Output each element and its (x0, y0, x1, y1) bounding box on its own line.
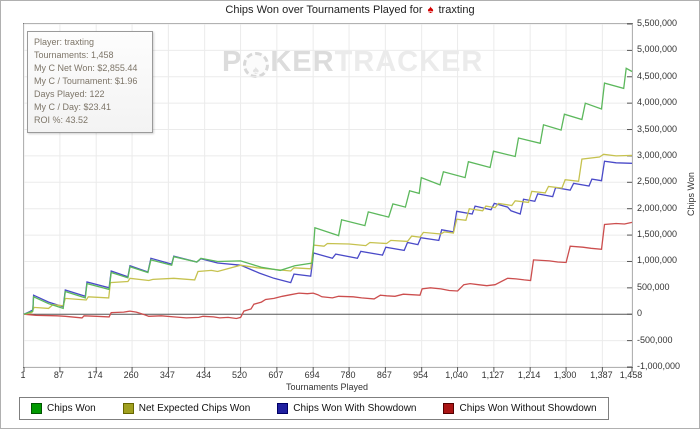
x-tick-label: 694 (304, 370, 320, 380)
x-tick-label: 607 (268, 370, 284, 380)
info-box-line: Player: traxting (34, 37, 95, 47)
y-tick-label: 5,500,000 (637, 18, 678, 28)
x-axis-title: Tournaments Played (285, 382, 369, 392)
x-tick-label: 1,214 (517, 370, 541, 380)
x-tick-label: 1,127 (481, 370, 505, 380)
x-tick-label: 1 (20, 370, 26, 380)
x-tick-label: 1,300 (553, 370, 577, 380)
x-tick-label: 867 (376, 370, 392, 380)
chart-canvas (23, 23, 633, 372)
y-tick-label: 2,500,000 (637, 176, 678, 187)
legend-item: Chips Won (31, 403, 96, 414)
info-box-line: My C / Tournament: $1.96 (34, 76, 138, 86)
y-tick-label: 1,000,000 (637, 255, 678, 266)
chart-title-player: traxting (438, 4, 475, 16)
x-axis-tick-labels: 1 87 174 260 347 434 520 607 694 780 867 954 1,040 1,… (20, 370, 642, 381)
x-tick-label: 1,387 (590, 370, 613, 380)
x-tick-label: 434 (196, 370, 212, 380)
x-tick-label: 260 (123, 370, 139, 380)
y-tick-label: 3,000,000 (637, 149, 678, 160)
series-line-chips-won-with-showdown (23, 160, 633, 315)
legend-swatch (443, 403, 455, 414)
legend-label: Chips Won (47, 403, 96, 414)
y-tick-label: 3,500,000 (637, 123, 678, 134)
x-tick-label: 954 (413, 370, 429, 380)
legend-item: Chips Won Without Showdown (443, 403, 597, 414)
y-tick-label: 4,500,000 (637, 70, 678, 81)
legend-swatch (122, 403, 134, 414)
legend-swatch (277, 403, 289, 414)
x-tick-label: 174 (87, 370, 103, 380)
legend-label: Chips Won With Showdown (293, 403, 417, 414)
legend-label: Net Expected Chips Won (138, 403, 251, 414)
chip-suit-glyph: ♠ (252, 63, 261, 77)
x-tick-label: 347 (159, 370, 175, 380)
y-tick-label: 500,000 (637, 281, 670, 292)
info-box-line: My C Net Won: $2,855.44 (34, 63, 138, 73)
legend-item: Chips Won With Showdown (277, 403, 416, 414)
y-tick-label: -1,000,000 (637, 361, 681, 371)
info-box-line: Days Played: 122 (34, 89, 105, 99)
legend: Chips Won Net Expected Chips Won Chips Won… (19, 397, 609, 420)
series-line-chips-won (23, 67, 633, 315)
watermark-text-p: P (222, 46, 243, 78)
legend-item: Net Expected Chips Won (122, 403, 251, 414)
legend-swatch (31, 403, 42, 414)
plot-area: P ♠ KERTRACKER Player: traxting Tournaments… (23, 23, 633, 372)
x-tick-label: 1,458 (619, 370, 643, 380)
y-axis-tick-labels: -1,000,000 -500,000 0 500,000 1,000,000 1,500… (637, 18, 699, 371)
y-tick-label: 0 (637, 308, 643, 319)
y-tick-label: -500,000 (637, 334, 673, 345)
x-tick-label: 87 (53, 370, 64, 380)
x-tick-label: 1,040 (445, 370, 468, 380)
y-tick-label: 4,000,000 (637, 97, 678, 108)
info-box-line: ROI %: 43.52 (34, 115, 89, 125)
y-axis-title: Chips Won (686, 172, 696, 217)
site-suit-icon: ♠ (427, 4, 434, 16)
x-tick-label: 780 (340, 370, 356, 380)
x-tick-label: 520 (232, 370, 248, 380)
info-box-line: My C / Day: $23.41 (34, 102, 112, 112)
y-tick-label: 1,500,000 (637, 229, 678, 240)
legend-label: Chips Won Without Showdown (459, 403, 597, 414)
series-line-net-expected-chips-won (23, 153, 633, 315)
y-tick-label: 2,000,000 (637, 202, 678, 213)
chart-title: Chips Won over Tournaments Played for ♠ … (1, 4, 699, 16)
series-line-chips-won-without-showdown (23, 221, 633, 320)
chart-title-text: Chips Won over Tournaments Played for (225, 4, 423, 16)
info-box-line: Tournaments: 1,458 (34, 50, 114, 60)
stats-info-box: Player: traxting Tournaments: 1,458 My C N… (27, 31, 153, 133)
y-tick-label: 5,000,000 (637, 44, 678, 55)
watermark-text-ker: KER (270, 46, 335, 78)
